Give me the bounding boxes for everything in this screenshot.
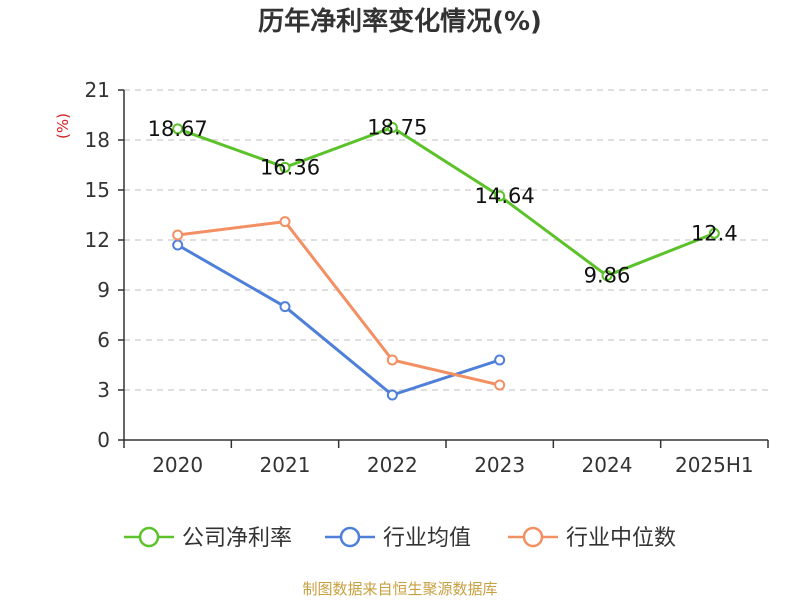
data-point[interactable] — [494, 190, 506, 202]
data-label: 12.4 — [691, 221, 738, 245]
x-tick-label: 2025H1 — [675, 453, 754, 477]
x-tick-label: 2024 — [582, 453, 633, 477]
x-tick-label: 2020 — [152, 453, 203, 477]
legend-label[interactable]: 行业均值 — [383, 526, 471, 551]
x-tick-label: 2022 — [367, 453, 418, 477]
legend-label[interactable]: 行业中位数 — [566, 526, 676, 551]
legend-swatch-marker — [138, 526, 160, 548]
legend: 公司净利率 行业均值 行业中位数 — [124, 526, 676, 551]
legend-swatch-marker — [339, 526, 361, 548]
x-tick-label: 2021 — [260, 453, 311, 477]
series-line — [177, 126, 715, 278]
axes: 0 3 6 9 12 15 18 21 2020 2021 2022 2023 2024 2025H1 — [85, 78, 769, 477]
data-label: 16.36 — [260, 155, 320, 179]
data-point[interactable] — [494, 354, 506, 366]
data-point[interactable] — [172, 239, 184, 251]
data-label: 14.64 — [475, 184, 535, 208]
data-label: 9.86 — [584, 264, 631, 288]
series-line — [177, 220, 501, 387]
x-tick-label: 2023 — [474, 453, 525, 477]
y-tick-label: 6 — [97, 328, 110, 352]
data-point[interactable] — [386, 389, 398, 401]
y-tick-label: 0 — [97, 428, 110, 452]
data-point[interactable] — [172, 229, 184, 241]
y-tick-label: 9 — [97, 278, 110, 302]
chart-title: 历年净利率变化情况(%) — [258, 6, 542, 37]
data-point[interactable] — [494, 379, 506, 391]
legend-swatch-marker — [522, 526, 544, 548]
y-tick-label: 12 — [85, 228, 110, 252]
data-labels: 18.67 16.36 18.75 14.64 9.86 12.4 — [148, 116, 738, 288]
data-label: 18.67 — [148, 117, 208, 141]
y-axis-unit: (%) — [54, 113, 72, 139]
data-point[interactable] — [386, 122, 398, 133]
grid-lines — [124, 89, 768, 391]
data-point[interactable] — [708, 227, 720, 239]
legend-label[interactable]: 公司净利率 — [182, 526, 292, 551]
y-tick-label: 21 — [85, 78, 110, 102]
data-point[interactable] — [279, 161, 291, 173]
series-lines — [172, 122, 720, 401]
data-point[interactable] — [279, 301, 291, 313]
y-tick-label: 18 — [85, 128, 110, 152]
data-point[interactable] — [279, 216, 291, 228]
data-label: 18.75 — [367, 116, 427, 140]
y-tick-label: 15 — [85, 178, 110, 202]
source-note: 制图数据来自恒生聚源数据库 — [302, 580, 497, 598]
data-point[interactable] — [601, 270, 613, 282]
y-tick-label: 3 — [97, 378, 110, 402]
data-point[interactable] — [172, 123, 184, 135]
data-point[interactable] — [386, 354, 398, 366]
series-line — [176, 243, 501, 397]
